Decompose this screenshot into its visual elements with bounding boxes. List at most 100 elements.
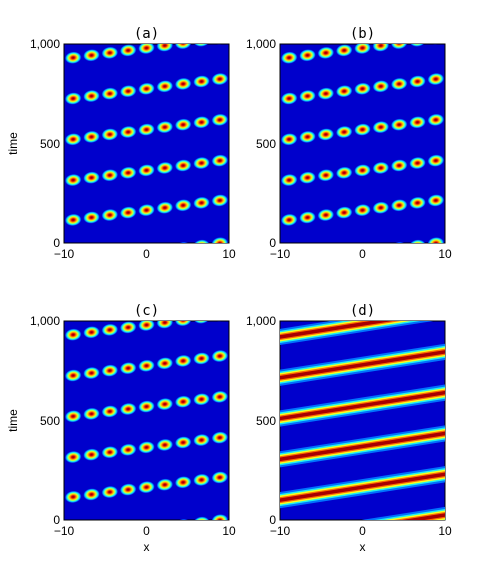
soliton-spot — [64, 410, 82, 423]
soliton-spot — [138, 203, 155, 217]
soliton-spot — [119, 166, 137, 180]
soliton-spot — [247, 508, 265, 523]
y-tick-label: 1,000 — [30, 37, 60, 51]
soliton-spot — [427, 236, 445, 243]
x-tick-label: −10 — [54, 247, 75, 261]
soliton-spot — [229, 306, 247, 321]
soliton-spot — [354, 203, 371, 217]
x-tick-label: 0 — [143, 247, 150, 261]
soliton-spot — [156, 201, 174, 214]
soliton-spot — [156, 120, 174, 134]
soliton-spot — [64, 450, 82, 464]
y-tick-label: 1,000 — [246, 314, 276, 328]
soliton-spot — [119, 321, 137, 334]
soliton-spot — [247, 188, 265, 203]
soliton-spot — [299, 49, 316, 62]
soliton-spot — [354, 82, 371, 96]
soliton-spot — [229, 468, 247, 483]
soliton-spot — [193, 352, 210, 365]
soliton-spot — [64, 213, 82, 227]
soliton-spot — [247, 108, 265, 123]
soliton-spot — [119, 402, 137, 416]
soliton-spot — [262, 215, 280, 230]
soliton-spot — [64, 369, 82, 382]
soliton-spot — [463, 188, 481, 203]
soliton-spot — [427, 44, 445, 45]
soliton-spot — [83, 211, 100, 224]
soliton-spot — [64, 92, 82, 105]
soliton-spot — [138, 82, 155, 96]
soliton-spot — [211, 72, 229, 86]
soliton-spot — [229, 346, 247, 361]
soliton-spot — [46, 175, 64, 190]
soliton-spot — [174, 44, 192, 50]
soliton-spot — [335, 206, 353, 219]
soliton-spot — [390, 44, 408, 50]
y-axis-label-c: time — [6, 409, 20, 432]
soliton-spot — [390, 199, 408, 212]
soliton-spot — [445, 110, 463, 125]
soliton-spot — [354, 164, 371, 177]
soliton-spot — [193, 473, 210, 487]
soliton-spot — [211, 194, 229, 207]
band-core — [280, 390, 445, 421]
y-tick-label: 0 — [53, 236, 60, 250]
soliton-spot — [229, 151, 247, 166]
soliton-spot — [262, 175, 280, 190]
soliton-spot — [335, 166, 353, 180]
soliton-spot — [83, 326, 100, 339]
soliton-spot — [101, 128, 119, 141]
soliton-spot — [46, 492, 64, 507]
soliton-spot — [119, 248, 137, 263]
heatmap-a — [46, 29, 265, 263]
y-tick-label: 0 — [53, 513, 60, 527]
soliton-spot — [229, 387, 247, 402]
soliton-spot — [463, 231, 481, 246]
soliton-spot — [101, 323, 119, 337]
soliton-spot — [101, 485, 119, 499]
soliton-spot — [211, 113, 229, 127]
soliton-spot — [229, 511, 247, 526]
x-tick-label: 0 — [359, 247, 366, 261]
band-core — [280, 472, 445, 502]
panel-d: (d) −10 0 10 0 500 1,000 x — [246, 303, 452, 554]
soliton-spot — [193, 516, 210, 520]
soliton-spot — [317, 87, 335, 100]
y-tick-label: 500 — [40, 414, 60, 428]
soliton-spot — [101, 168, 119, 182]
soliton-spot — [280, 213, 298, 227]
soliton-spot — [83, 89, 100, 103]
soliton-spot — [174, 199, 192, 212]
y-tick-label: 500 — [40, 137, 60, 151]
soliton-spot — [101, 405, 119, 418]
soliton-spot — [119, 206, 137, 219]
panel-title-a: (a) — [134, 26, 159, 42]
y-tick-label: 500 — [256, 137, 276, 151]
soliton-spot — [463, 108, 481, 123]
soliton-spot — [335, 248, 353, 263]
soliton-spot — [409, 156, 426, 170]
soliton-spot — [83, 488, 100, 501]
soliton-spot — [262, 53, 280, 68]
soliton-spot — [427, 113, 445, 127]
soliton-spot — [101, 87, 119, 100]
band-core — [280, 431, 445, 462]
panel-title-b: (b) — [350, 26, 375, 42]
y-tick-label: 1,000 — [30, 314, 60, 328]
soliton-spot — [82, 530, 100, 545]
soliton-spot — [372, 44, 390, 52]
soliton-spot — [317, 46, 335, 60]
soliton-spot — [317, 168, 335, 182]
soliton-spot — [229, 29, 247, 44]
soliton-spot — [83, 366, 100, 380]
soliton-spot — [317, 208, 335, 222]
soliton-spot — [211, 321, 229, 322]
soliton-spot — [193, 239, 210, 243]
soliton-spot — [299, 89, 316, 103]
soliton-spot — [317, 251, 335, 266]
soliton-spot — [409, 239, 426, 243]
soliton-spot — [156, 520, 174, 535]
soliton-spot — [174, 118, 192, 131]
soliton-spot — [247, 385, 265, 400]
soliton-spot — [119, 525, 137, 540]
